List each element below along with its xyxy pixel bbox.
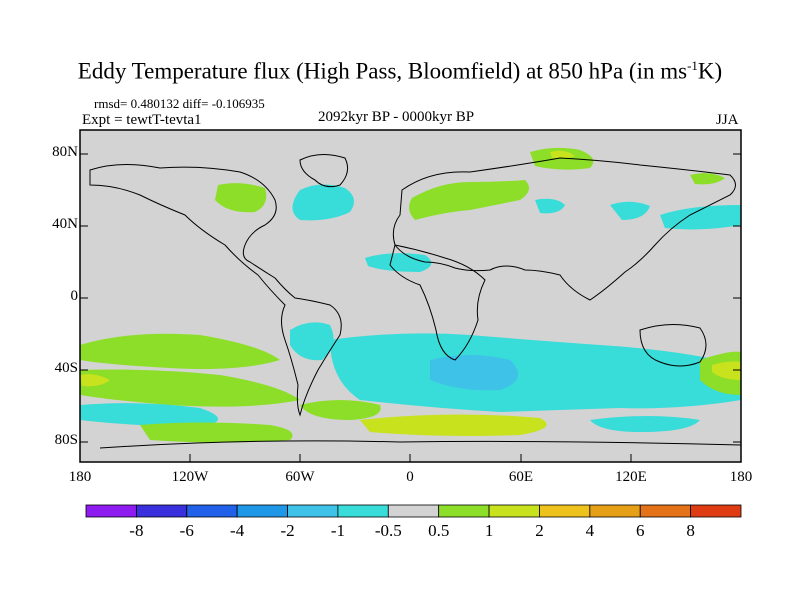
lon-label-120w: 120W xyxy=(171,469,209,485)
coastlines xyxy=(89,154,741,449)
lon-label-120e: 120E xyxy=(615,469,647,485)
colorbar-swatch xyxy=(690,504,742,518)
lon-label-180w: 180 xyxy=(68,469,92,485)
colorbar-swatch xyxy=(337,504,389,518)
colorbar-label: 8 xyxy=(686,521,695,540)
colorbar xyxy=(85,504,742,518)
lat-label-80n: 80N xyxy=(52,144,78,160)
colorbar-label: 0.5 xyxy=(428,521,450,540)
colorbar-swatch xyxy=(85,504,137,518)
colorbar-swatch xyxy=(539,504,591,518)
lon-label-0: 0 xyxy=(406,469,414,485)
colorbar-swatch xyxy=(236,504,288,518)
stats-text: rmsd= 0.480132 diff= -0.106935 xyxy=(94,96,265,111)
period-label: 2092kyr BP - 0000kyr BP xyxy=(318,109,475,125)
map-plot xyxy=(80,130,741,462)
colorbar-swatch xyxy=(186,504,238,518)
colorbar-label: -2 xyxy=(280,521,295,540)
map-title: Eddy Temperature flux (High Pass, Bloomf… xyxy=(77,58,723,84)
experiment-label: Expt = tewtT-tevta1 xyxy=(82,112,202,128)
colorbar-label: -4 xyxy=(230,521,245,540)
colorbar-swatch xyxy=(135,504,188,518)
season-label: JJA xyxy=(716,112,739,128)
lat-label-0: 0 xyxy=(70,288,79,304)
lon-label-60e: 60E xyxy=(508,469,534,485)
lat-label-40s: 40S xyxy=(54,360,78,376)
colorbar-label: 4 xyxy=(585,521,595,540)
colorbar-swatch xyxy=(639,504,692,518)
colorbar-label: -8 xyxy=(129,521,144,540)
colorbar-swatch xyxy=(287,504,339,518)
colorbar-swatch xyxy=(387,504,440,518)
colorbar-swatch xyxy=(488,504,540,518)
colorbar-label: -0.5 xyxy=(374,521,402,540)
axis-ticks xyxy=(80,153,741,462)
colorbar-label: 2 xyxy=(535,521,544,540)
lat-label-80s: 80S xyxy=(54,432,78,448)
lat-label-40n: 40N xyxy=(52,216,78,232)
colorbar-label: -6 xyxy=(179,521,194,540)
colorbar-swatch xyxy=(438,504,490,518)
colorbar-swatch xyxy=(589,504,641,518)
colorbar-label: 1 xyxy=(484,521,494,540)
colorbar-label: -1 xyxy=(330,521,345,540)
lon-label-60w: 60W xyxy=(285,469,315,485)
field-patches xyxy=(80,147,741,443)
colorbar-label: 6 xyxy=(635,521,645,540)
lon-label-180e: 180 xyxy=(729,469,753,485)
